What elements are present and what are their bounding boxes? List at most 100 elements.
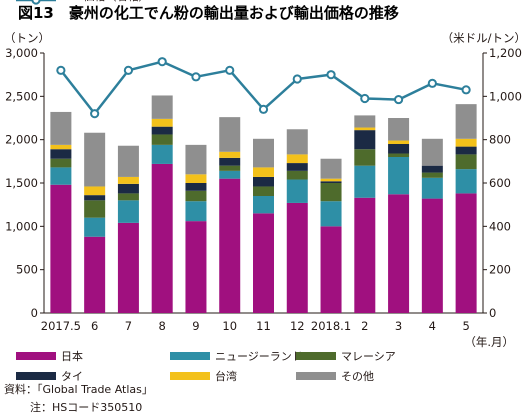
legend-swatch xyxy=(170,352,210,360)
bar-segment xyxy=(117,200,139,223)
x-tick-label: 2017.5 xyxy=(41,319,81,333)
x-tick-label: 8 xyxy=(159,319,166,333)
bar-segment xyxy=(84,200,106,218)
y-right-tick-label: 1,000 xyxy=(489,89,522,103)
y-right-tick-label: 800 xyxy=(489,133,511,147)
bar-segment xyxy=(320,226,342,313)
fob-price-point xyxy=(461,85,471,95)
chart-title: 図13 豪州の化工でん粉の輸出量および輸出価格の推移 xyxy=(18,4,399,22)
bar-segment xyxy=(286,170,308,180)
bar-segment xyxy=(388,118,410,141)
y-left-tick-label: 1,500 xyxy=(5,176,38,190)
source-note: 資料：「Global Trade Atlas」 xyxy=(4,382,153,396)
bar-segment xyxy=(286,163,308,171)
x-tick-label: 4 xyxy=(429,319,436,333)
bar-segment xyxy=(354,197,376,313)
bar-segment xyxy=(219,170,241,179)
bar-segment xyxy=(388,144,410,154)
bar-segment xyxy=(455,138,477,147)
legend-label: その他 xyxy=(341,370,374,383)
x-tick-label: 3 xyxy=(395,319,402,333)
legend-label: タイ xyxy=(61,370,83,383)
fob-price-point xyxy=(292,74,302,84)
bar-segment xyxy=(117,176,139,184)
bar-segment xyxy=(219,165,241,171)
bar-segment xyxy=(151,163,173,313)
bar-segment xyxy=(253,196,274,214)
bar-segment xyxy=(117,193,139,201)
bar-segment xyxy=(84,132,106,187)
bar-segment xyxy=(117,222,139,313)
legend-swatch xyxy=(170,372,210,380)
bar-segment xyxy=(50,111,72,145)
bar-segment xyxy=(253,176,274,187)
legend-swatch xyxy=(16,352,56,360)
bar-segment xyxy=(320,158,342,179)
bar-segment xyxy=(151,118,173,127)
bar-segment xyxy=(151,95,173,119)
bar-segment xyxy=(50,167,72,185)
bar-segment xyxy=(185,183,207,191)
bar-segment xyxy=(320,183,342,202)
legend-swatch-marker xyxy=(31,0,41,5)
bar-segment xyxy=(151,144,173,164)
legend-label: FOB価格（右軸） xyxy=(61,0,150,3)
y-left-tick-label: 0 xyxy=(31,306,38,320)
bar-segment xyxy=(388,140,410,144)
bar-segment xyxy=(185,190,207,202)
fob-price-point xyxy=(90,109,100,119)
bar-segment xyxy=(286,154,308,164)
hs-code-note: 注：HSコード350510 xyxy=(30,400,142,414)
bar-segment xyxy=(253,167,274,177)
bar-segment xyxy=(455,146,477,155)
bar-segment xyxy=(354,115,376,128)
bar-segment xyxy=(117,145,139,177)
bar-segment xyxy=(253,186,274,196)
bar-segment xyxy=(421,198,443,313)
bar-segment xyxy=(388,153,410,157)
bar-segment xyxy=(320,178,342,182)
legend-label: 日本 xyxy=(61,349,83,363)
bar-segment xyxy=(455,154,477,170)
legend-label: 台湾 xyxy=(215,369,237,383)
bar-segment xyxy=(455,193,477,313)
bar-segment xyxy=(421,172,443,178)
x-tick-label: 2018.1 xyxy=(311,319,351,333)
x-axis-label: （年.月） xyxy=(464,335,514,349)
bar-segment xyxy=(219,178,241,313)
bar-segment xyxy=(219,151,241,158)
bar-segment xyxy=(219,117,241,152)
x-tick-label: 6 xyxy=(91,319,98,333)
fob-price-point xyxy=(157,57,167,67)
bar-segment xyxy=(50,184,72,313)
bar-segment xyxy=(84,217,106,237)
x-tick-label: 2 xyxy=(361,319,368,333)
bar-segment xyxy=(286,202,308,313)
y-left-tick-label: 3,000 xyxy=(5,46,38,60)
x-tick-label: 10 xyxy=(222,319,237,333)
x-tick-label: 5 xyxy=(462,319,469,333)
bar-segment xyxy=(354,127,376,131)
legend-label: マレーシア xyxy=(341,350,396,363)
bar-segment xyxy=(388,157,410,195)
bar-segment xyxy=(286,179,308,203)
fob-price-point xyxy=(393,94,404,105)
bar-segment xyxy=(219,157,241,166)
bar-segment xyxy=(320,201,342,227)
bar-segment xyxy=(455,104,477,139)
x-tick-label: 12 xyxy=(290,319,305,333)
y-left-tick-label: 500 xyxy=(16,263,38,277)
bar-segment xyxy=(84,195,106,201)
y-right-tick-label: 200 xyxy=(489,263,511,277)
bar-segment xyxy=(286,129,308,155)
x-tick-label: 9 xyxy=(192,319,199,333)
y-left-tick-label: 1,000 xyxy=(5,219,38,233)
bar-segment xyxy=(185,201,207,222)
bar-segment xyxy=(354,149,376,166)
y-left-axis-label: （トン） xyxy=(4,31,50,45)
bar-segment xyxy=(185,174,207,183)
legend-swatch xyxy=(296,372,336,380)
fob-price-point xyxy=(427,78,437,88)
bar-segment xyxy=(151,134,173,145)
